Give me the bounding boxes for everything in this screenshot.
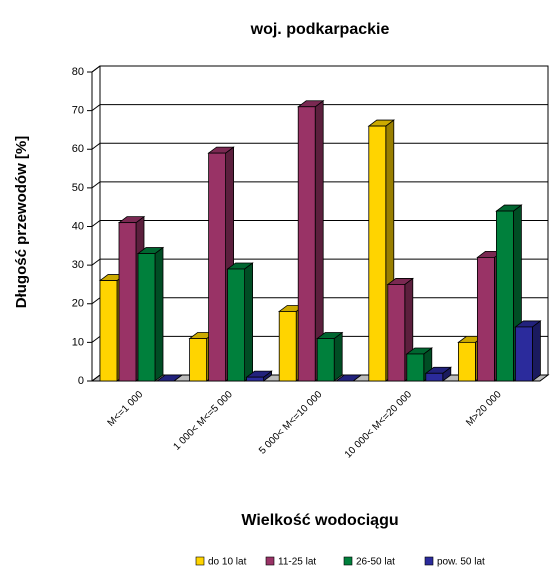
y-tick-label: 70 — [72, 105, 84, 117]
bar-side — [154, 246, 164, 382]
bar-front — [368, 125, 387, 382]
bar-front — [118, 222, 137, 382]
y-tick-label: 40 — [72, 220, 84, 232]
y-tick-label: 80 — [72, 66, 84, 78]
bar — [226, 262, 254, 382]
x-tick-label: 5 000< M<=10 000 — [257, 389, 325, 457]
y-tick-label: 50 — [72, 182, 84, 194]
bar-front — [476, 256, 495, 382]
legend-swatch — [424, 556, 434, 566]
bar-top — [155, 374, 184, 382]
x-tick-label: 1 000< M<=5 000 — [171, 389, 235, 453]
bar — [335, 374, 363, 382]
bar-top — [335, 374, 363, 382]
bar-front — [495, 210, 514, 382]
bar — [514, 320, 542, 382]
legend-label: pow. 50 lat — [437, 557, 485, 568]
x-tick-label: M<=1 000 — [106, 389, 146, 429]
bar-side — [333, 331, 343, 382]
bar-front — [99, 280, 118, 382]
bar — [297, 99, 325, 382]
bar-front — [208, 152, 227, 382]
grid-line-depth — [91, 104, 101, 112]
legend-label: 11-25 lat — [278, 557, 316, 568]
bar — [136, 246, 165, 382]
y-tick-label: 10 — [72, 336, 84, 348]
x-tick-label: M>20 000 — [464, 389, 504, 429]
grid-line-depth — [91, 142, 101, 150]
y-tick-label: 0 — [78, 375, 84, 387]
y-axis-label: Długość przewodów [%] — [13, 136, 30, 309]
grid-line-depth — [91, 335, 101, 343]
bar-front — [137, 253, 156, 382]
chart-title: woj. podkarpackie — [250, 21, 390, 38]
bar-front — [457, 341, 476, 382]
bar-front — [278, 311, 297, 382]
bar-front — [227, 268, 246, 382]
legend-swatch — [265, 556, 275, 566]
bar-front — [387, 284, 406, 382]
legend-label: do 10 lat — [208, 557, 247, 568]
y-tick-label: 20 — [72, 298, 84, 310]
bar-front — [297, 106, 316, 382]
legend-swatch — [195, 556, 205, 566]
legend-label: 26-50 lat — [356, 557, 395, 568]
y-tick-label: 60 — [72, 143, 84, 155]
bar-front — [246, 376, 265, 382]
grid-line-depth — [91, 65, 101, 73]
bar — [424, 366, 452, 382]
grid-line-depth — [91, 220, 101, 227]
bar — [316, 331, 344, 382]
bar-side — [244, 262, 254, 382]
bar-front — [406, 353, 425, 382]
grid-line-depth — [91, 258, 101, 266]
bar-side — [532, 320, 541, 382]
bar-front — [189, 338, 208, 382]
y-tick-label: 30 — [72, 259, 84, 271]
bar-front — [316, 338, 335, 382]
bar — [155, 374, 184, 382]
grid-line-depth — [91, 181, 101, 189]
bar — [405, 347, 433, 382]
grid-line-depth — [91, 374, 101, 382]
x-axis-label: Wielkość wodociągu — [241, 512, 398, 529]
legend-swatch — [343, 556, 353, 566]
bar-front — [515, 326, 533, 382]
x-tick-label: 10 000< M<=20 000 — [343, 389, 415, 461]
bar — [245, 370, 273, 382]
bar-front — [425, 372, 444, 382]
grid-line-depth — [91, 297, 101, 305]
